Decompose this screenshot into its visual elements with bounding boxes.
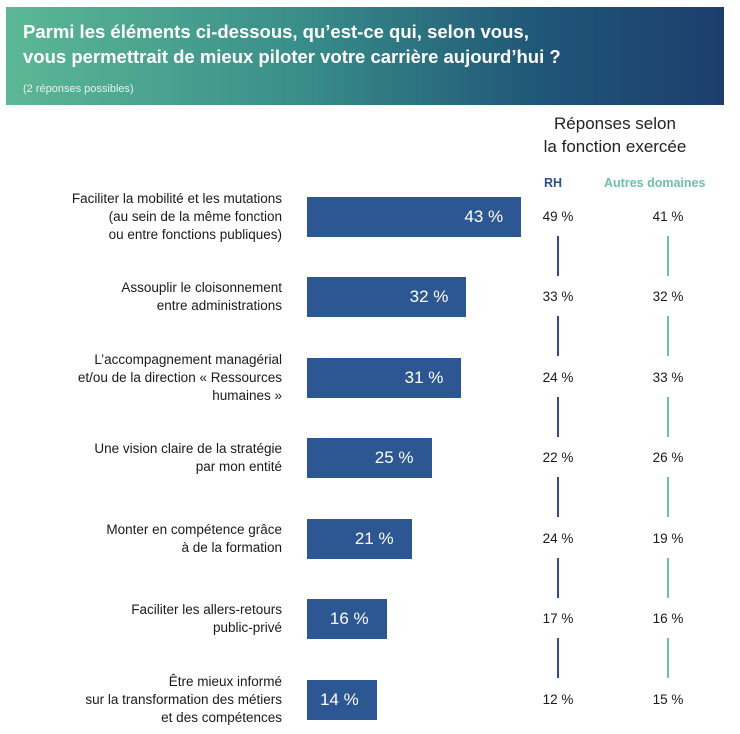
- heading-line-1: Réponses selon: [554, 114, 676, 133]
- bar: [307, 358, 462, 398]
- rh-connector-line: [557, 638, 559, 678]
- rh-value: 24 %: [542, 370, 574, 385]
- category-label-line: L’accompagnement managérial: [94, 352, 282, 367]
- rh-value: 12 %: [542, 692, 574, 707]
- rh-connector-line: [557, 558, 559, 598]
- autres-value: 15 %: [652, 692, 684, 707]
- rh-connector-line: [557, 316, 559, 356]
- autres-value: 19 %: [652, 531, 684, 546]
- bar: [307, 277, 467, 317]
- category-label-line: entre administrations: [156, 298, 282, 313]
- category-label-line: Une vision claire de la stratégie: [94, 441, 282, 456]
- bar: [307, 519, 412, 559]
- bar-value-label: 16 %: [329, 609, 369, 628]
- rh-value: 49 %: [542, 209, 574, 224]
- autres-connector-line: [667, 558, 669, 598]
- bar-value-label: 25 %: [374, 448, 414, 467]
- category-label: Être mieux informé sur la transformation …: [0, 673, 282, 727]
- rh-value: 17 %: [542, 611, 574, 626]
- autres-connector-line: [667, 236, 669, 276]
- bar: [307, 599, 387, 639]
- autres-connector-line: [667, 397, 669, 437]
- bar: [307, 438, 432, 478]
- bar-value-label: 21 %: [354, 529, 394, 548]
- legend-autres-domaines: Autres domaines: [604, 176, 706, 190]
- category-label: L’accompagnement managérial et/ou de la d…: [0, 351, 282, 405]
- category-label-line: et des compétences: [161, 710, 282, 725]
- category-label-line: humaines »: [212, 388, 282, 403]
- title-line-2: vous permettrait de mieux piloter votre …: [23, 46, 561, 67]
- rh-connector-line: [557, 477, 559, 517]
- autres-connector-line: [667, 316, 669, 356]
- category-label: Monter en compétence grâce à de la format…: [0, 521, 282, 557]
- category-label-line: (au sein de la même fonction: [108, 209, 282, 224]
- category-label-line: à de la formation: [181, 540, 282, 555]
- category-label-line: Monter en compétence grâce: [106, 522, 282, 537]
- heading-line-2: la fonction exercée: [543, 137, 687, 156]
- category-label-line: ou entre fonctions publiques): [108, 227, 282, 242]
- category-label: Une vision claire de la stratégie par mon…: [0, 440, 282, 476]
- legend-rh: RH: [544, 176, 563, 190]
- category-label-line: et/ou de la direction « Ressources: [77, 370, 282, 385]
- bar-value-label: 32 %: [409, 287, 449, 306]
- autres-value: 32 %: [652, 289, 684, 304]
- rh-connector-line: [557, 397, 559, 437]
- category-label: Assouplir le cloisonnement entre administ…: [0, 279, 282, 315]
- subtitle: (2 réponses possibles): [23, 83, 134, 95]
- category-label-line: par mon entité: [195, 459, 282, 474]
- header-banner: Parmi les éléments ci-dessous, qu’est-ce…: [6, 7, 724, 105]
- rh-value: 22 %: [542, 450, 574, 465]
- category-label-line: public-privé: [212, 620, 282, 635]
- category-label: Faciliter la mobilité et les mutations (a…: [0, 190, 282, 244]
- title-line-1: Parmi les éléments ci-dessous, qu’est-ce…: [23, 21, 529, 42]
- category-label-line: Faciliter la mobilité et les mutations: [71, 191, 282, 206]
- autres-value: 26 %: [652, 450, 684, 465]
- autres-connector-line: [667, 477, 669, 517]
- column-group-heading: Réponses selon la fonction exercée: [520, 112, 710, 158]
- rh-value: 33 %: [542, 289, 574, 304]
- autres-value: 41 %: [652, 209, 684, 224]
- bar-value-label: 43 %: [464, 207, 504, 226]
- category-label-line: sur la transformation des métiers: [85, 692, 282, 707]
- category-label: Faciliter les allers-retours public-privé: [0, 601, 282, 637]
- autres-connector-line: [667, 638, 669, 678]
- autres-value: 33 %: [652, 370, 684, 385]
- bar: [307, 680, 377, 720]
- rh-value: 24 %: [542, 531, 574, 546]
- chart-title: Parmi les éléments ci-dessous, qu’est-ce…: [23, 19, 561, 69]
- bar-value-label: 14 %: [319, 690, 359, 709]
- bar-value-label: 31 %: [404, 368, 444, 387]
- category-label-line: Être mieux informé: [168, 674, 282, 689]
- rh-connector-line: [557, 236, 559, 276]
- bar: [307, 197, 522, 237]
- category-label-line: Assouplir le cloisonnement: [121, 280, 282, 295]
- autres-value: 16 %: [652, 611, 684, 626]
- category-label-line: Faciliter les allers-retours: [131, 602, 282, 617]
